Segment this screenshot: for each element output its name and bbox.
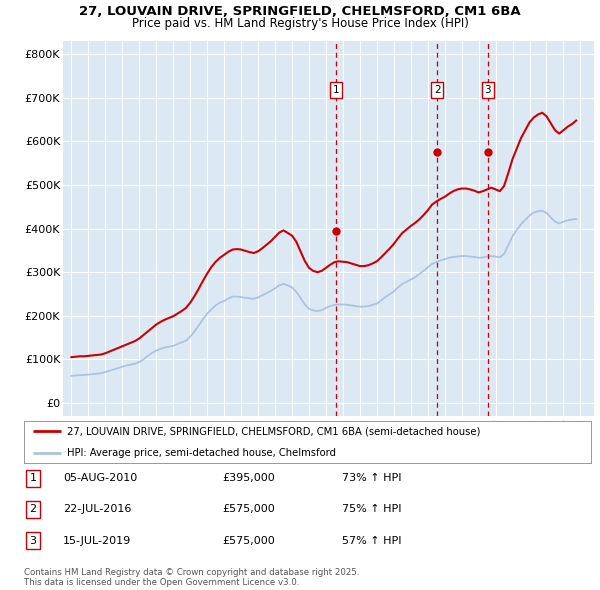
Text: 1: 1 — [332, 85, 339, 95]
Text: Price paid vs. HM Land Registry's House Price Index (HPI): Price paid vs. HM Land Registry's House … — [131, 17, 469, 30]
Text: 22-JUL-2016: 22-JUL-2016 — [63, 504, 131, 514]
Text: 27, LOUVAIN DRIVE, SPRINGFIELD, CHELMSFORD, CM1 6BA (semi-detached house): 27, LOUVAIN DRIVE, SPRINGFIELD, CHELMSFO… — [67, 427, 480, 436]
Text: 05-AUG-2010: 05-AUG-2010 — [63, 473, 137, 483]
Text: 57% ↑ HPI: 57% ↑ HPI — [342, 536, 401, 546]
Text: 2: 2 — [434, 85, 440, 95]
Text: 3: 3 — [29, 536, 37, 546]
Text: Contains HM Land Registry data © Crown copyright and database right 2025.
This d: Contains HM Land Registry data © Crown c… — [24, 568, 359, 587]
Text: 1: 1 — [29, 473, 37, 483]
Text: 3: 3 — [484, 85, 491, 95]
Text: 15-JUL-2019: 15-JUL-2019 — [63, 536, 131, 546]
Text: £575,000: £575,000 — [222, 504, 275, 514]
Text: 75% ↑ HPI: 75% ↑ HPI — [342, 504, 401, 514]
Text: 73% ↑ HPI: 73% ↑ HPI — [342, 473, 401, 483]
Text: HPI: Average price, semi-detached house, Chelmsford: HPI: Average price, semi-detached house,… — [67, 448, 335, 457]
Text: £575,000: £575,000 — [222, 536, 275, 546]
Text: £395,000: £395,000 — [222, 473, 275, 483]
Text: 2: 2 — [29, 504, 37, 514]
Text: 27, LOUVAIN DRIVE, SPRINGFIELD, CHELMSFORD, CM1 6BA: 27, LOUVAIN DRIVE, SPRINGFIELD, CHELMSFO… — [79, 5, 521, 18]
